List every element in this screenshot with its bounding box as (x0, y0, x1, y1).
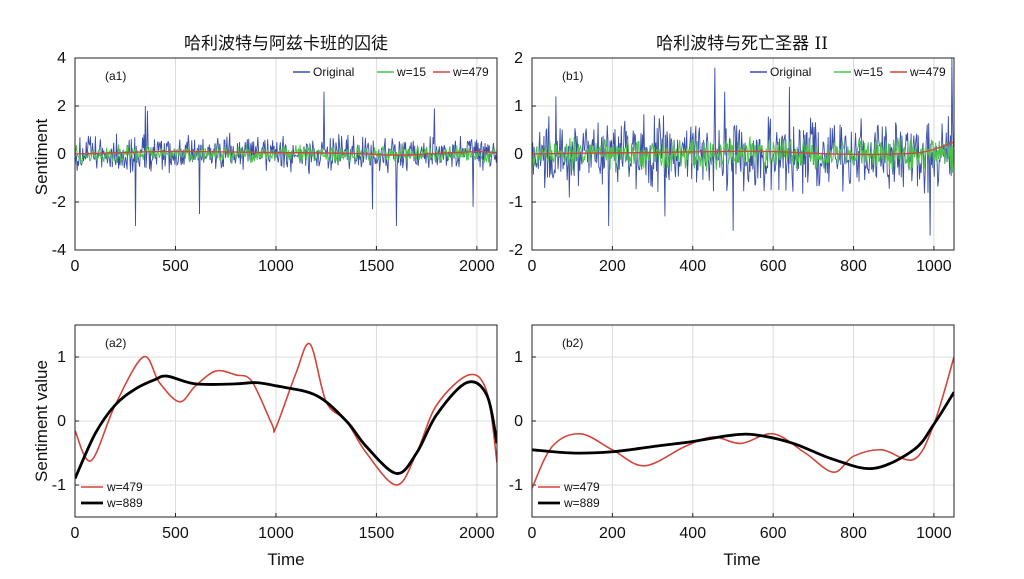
y-tick-label: -1 (509, 477, 523, 494)
y-tick-label: 0 (57, 146, 66, 163)
x-tick-label: 1000 (258, 258, 294, 275)
axes-frame (74, 324, 498, 518)
x-tick-label: 200 (599, 525, 626, 542)
x-tick-label: 1500 (359, 525, 395, 542)
legend-label: w=479 (452, 65, 489, 79)
x-tick-label: 400 (679, 525, 706, 542)
series-line-w-15 (75, 144, 497, 165)
y-tick-label: 0 (514, 413, 523, 430)
x-tick-label: 0 (71, 525, 80, 542)
x-tick-label: 600 (760, 525, 787, 542)
panel-a1-title: 哈利波特与阿兹卡班的囚徒 (184, 34, 388, 54)
y-tick-label: -1 (52, 477, 66, 494)
x-tick-label: 1000 (916, 525, 952, 542)
series-group (532, 58, 954, 236)
panel-a2-ylabel: Sentiment value (32, 360, 51, 482)
panel-b2: 0 200 400 600 800 1000 -1 0 1 (b2) w=479 w=889 (509, 324, 955, 542)
axes-frame (74, 57, 498, 251)
axes-frame (531, 324, 955, 518)
legend-label: w=15 (396, 65, 426, 79)
legend-label: Original (770, 65, 811, 79)
y-tick-label: 2 (57, 98, 66, 115)
x-tick-label: 800 (840, 525, 867, 542)
legend-label: w=15 (853, 65, 883, 79)
x-tick-label: 0 (71, 258, 80, 275)
y-tick-label: -4 (52, 242, 66, 259)
x-tick-label: 1500 (359, 258, 395, 275)
panel-a2-xlabel: Time (267, 550, 304, 569)
series-group (532, 356, 954, 489)
series-line-w-889 (75, 374, 497, 480)
series-line-w-889 (532, 391, 954, 471)
y-tick-label: -1 (509, 194, 523, 211)
series-line-original (532, 58, 954, 236)
series-group (75, 342, 497, 486)
legend-label: w=889 (106, 496, 143, 510)
axes-frame (531, 57, 955, 251)
panel-a1: 0 500 1000 1500 2000 -4 -2 0 2 4 (a1) w=479 w=15 Orig… (52, 50, 498, 275)
x-tick-label: 200 (599, 258, 626, 275)
panel-label: (a2) (105, 336, 126, 350)
panel-a1-ylabel: Sentiment (32, 118, 51, 195)
x-tick-label: 1000 (916, 258, 952, 275)
panel-b2-xlabel: Time (723, 550, 760, 569)
y-tick-label: 0 (514, 146, 523, 163)
y-tick-label: -2 (52, 194, 66, 211)
legend-label: w=889 (563, 496, 600, 510)
y-tick-label: 1 (514, 349, 523, 366)
x-tick-label: 600 (760, 258, 787, 275)
x-tick-label: 400 (679, 258, 706, 275)
legend-label: w=479 (563, 480, 600, 494)
series-line-w-479 (75, 150, 497, 156)
panel-label: (a1) (105, 69, 126, 83)
x-tick-label: 500 (162, 525, 189, 542)
y-tick-label: 2 (514, 50, 523, 67)
panel-b1: 0 200 400 600 800 1000 -2 -1 0 1 2 (b1) w=479 w=15 Ori… (509, 50, 955, 275)
legend-label: Original (313, 65, 354, 79)
panel-b1-title: 哈利波特与死亡圣器 II (656, 34, 828, 54)
legend-label: w=479 (909, 65, 946, 79)
panel-a2: 0 500 1000 1500 2000 -1 0 1 (a2) w=479 w=889 (52, 324, 498, 542)
x-tick-label: 0 (528, 258, 537, 275)
y-tick-label: 0 (57, 413, 66, 430)
y-tick-label: -2 (509, 242, 523, 259)
y-tick-label: 4 (57, 50, 66, 67)
y-tick-label: 1 (514, 98, 523, 115)
series-line-w-15 (532, 136, 954, 173)
series-group (75, 91, 497, 227)
panel-label: (b1) (562, 69, 583, 83)
x-tick-label: 0 (528, 525, 537, 542)
panel-label: (b2) (562, 336, 583, 350)
x-tick-label: 800 (840, 258, 867, 275)
legend-label: w=479 (106, 480, 143, 494)
x-tick-label: 2000 (459, 258, 495, 275)
x-tick-label: 500 (162, 258, 189, 275)
series-line-w-479 (532, 141, 954, 155)
series-line-w-479 (75, 342, 497, 486)
y-tick-label: 1 (57, 349, 66, 366)
x-tick-label: 1000 (258, 525, 294, 542)
x-tick-label: 2000 (459, 525, 495, 542)
